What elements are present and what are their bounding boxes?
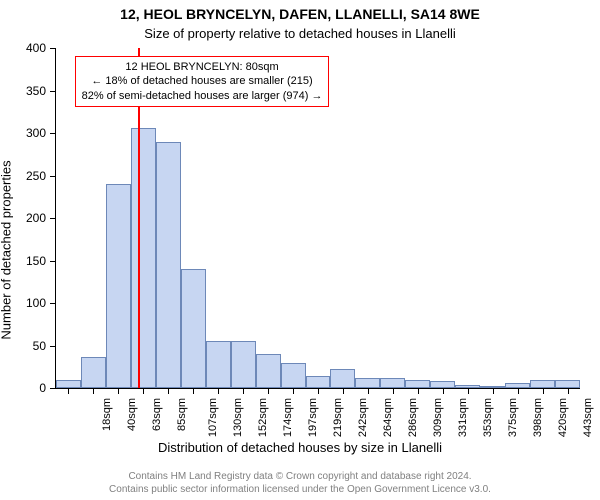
x-tick	[168, 388, 169, 394]
x-tick	[193, 388, 194, 394]
x-tick-label: 398sqm	[532, 398, 544, 437]
x-tick	[343, 388, 344, 394]
x-tick	[293, 388, 294, 394]
x-tick	[368, 388, 369, 394]
x-tick	[68, 388, 69, 394]
histogram-bar	[81, 357, 106, 388]
chart-title-main: 12, HEOL BRYNCELYN, DAFEN, LLANELLI, SA1…	[0, 6, 600, 22]
histogram-bar	[430, 381, 455, 388]
attribution-text: Contains HM Land Registry data © Crown c…	[0, 471, 600, 496]
histogram-bar	[355, 378, 380, 388]
x-tick	[118, 388, 119, 394]
histogram-bar	[181, 269, 206, 388]
y-tick-label: 400	[26, 41, 46, 55]
x-tick-label: 63sqm	[151, 398, 163, 431]
x-tick-label: 242sqm	[357, 398, 369, 437]
chart-title-sub: Size of property relative to detached ho…	[0, 26, 600, 41]
y-axis-label: Number of detached properties	[0, 160, 14, 339]
x-tick-label: 353sqm	[482, 398, 494, 437]
x-tick	[568, 388, 569, 394]
y-tick	[50, 303, 56, 304]
y-tick-label: 150	[26, 254, 46, 268]
y-tick-label: 300	[26, 126, 46, 140]
x-tick-label: 286sqm	[407, 398, 419, 437]
x-tick	[418, 388, 419, 394]
x-tick-label: 219sqm	[332, 398, 344, 437]
y-tick-label: 100	[26, 296, 46, 310]
histogram-bar	[555, 380, 580, 388]
histogram-bar	[56, 380, 81, 389]
histogram-bar	[530, 380, 555, 389]
y-tick	[50, 388, 56, 389]
histogram-bar	[206, 341, 231, 388]
y-tick-label: 200	[26, 211, 46, 225]
y-tick-label: 250	[26, 169, 46, 183]
x-tick	[518, 388, 519, 394]
x-tick-label: 420sqm	[557, 398, 569, 437]
x-axis-label: Distribution of detached houses by size …	[0, 440, 600, 455]
x-tick-label: 130sqm	[232, 398, 244, 437]
y-tick	[50, 48, 56, 49]
x-tick	[268, 388, 269, 394]
y-tick	[50, 91, 56, 92]
histogram-bar	[306, 376, 331, 388]
histogram-bar	[256, 354, 281, 388]
histogram-bar	[156, 142, 181, 389]
x-tick-label: 331sqm	[457, 398, 469, 437]
y-tick	[50, 176, 56, 177]
histogram-bar	[131, 128, 156, 388]
callout-line: ← 18% of detached houses are smaller (21…	[91, 75, 312, 87]
histogram-bar	[405, 380, 430, 389]
histogram-bar	[281, 363, 306, 389]
x-tick-label: 375sqm	[507, 398, 519, 437]
x-tick	[143, 388, 144, 394]
histogram-bar	[330, 369, 355, 388]
x-tick-label: 174sqm	[282, 398, 294, 437]
x-tick	[493, 388, 494, 394]
x-tick-label: 264sqm	[382, 398, 394, 437]
histogram-bar	[380, 378, 405, 388]
y-tick	[50, 346, 56, 347]
y-tick-label: 50	[33, 339, 46, 353]
x-tick	[468, 388, 469, 394]
y-tick	[50, 133, 56, 134]
x-tick-label: 152sqm	[257, 398, 269, 437]
histogram-bar	[106, 184, 131, 388]
attribution-line1: Contains HM Land Registry data © Crown c…	[128, 471, 471, 482]
callout-line: 12 HEOL BRYNCELYN: 80sqm	[125, 61, 278, 73]
plot-area: 05010015020025030035040018sqm40sqm63sqm8…	[55, 48, 580, 389]
attribution-line2: Contains public sector information licen…	[109, 484, 491, 495]
x-tick-label: 40sqm	[126, 398, 138, 431]
y-tick-label: 350	[26, 84, 46, 98]
histogram-bar	[231, 341, 256, 388]
y-tick	[50, 261, 56, 262]
x-tick-label: 18sqm	[102, 398, 114, 431]
x-tick-label: 85sqm	[176, 398, 188, 431]
callout-line: 82% of semi-detached houses are larger (…	[82, 90, 323, 102]
x-tick-label: 107sqm	[207, 398, 219, 437]
y-tick	[50, 218, 56, 219]
x-tick	[443, 388, 444, 394]
x-tick-label: 197sqm	[307, 398, 319, 437]
x-tick-label: 309sqm	[432, 398, 444, 437]
x-tick	[93, 388, 94, 394]
x-tick	[318, 388, 319, 394]
x-tick-label: 443sqm	[582, 398, 594, 437]
x-tick	[243, 388, 244, 394]
x-tick	[543, 388, 544, 394]
property-callout: 12 HEOL BRYNCELYN: 80sqm ← 18% of detache…	[75, 56, 330, 107]
x-tick	[393, 388, 394, 394]
y-tick-label: 0	[39, 381, 46, 395]
x-tick	[218, 388, 219, 394]
